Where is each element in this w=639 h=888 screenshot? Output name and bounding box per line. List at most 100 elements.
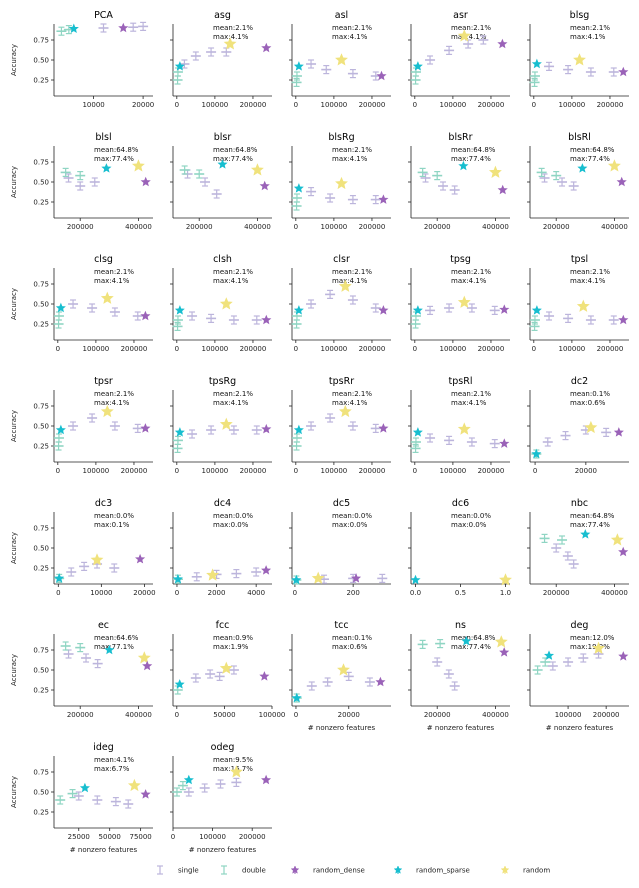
single-point	[228, 665, 239, 675]
single-point	[110, 796, 121, 807]
single-point	[187, 311, 198, 321]
subplot-tpsg: tpsg 0 100000 200000 mean:2.1%max:4.1%	[408, 254, 510, 353]
x-tick-label: 400000	[482, 223, 509, 231]
x-tick-label: 200000	[597, 101, 624, 109]
subplot-title: asg	[214, 10, 231, 21]
x-tick-label: 0	[294, 467, 298, 475]
random-dense-point	[499, 438, 510, 448]
x-tick-label: 100000	[83, 467, 110, 475]
double-point	[172, 443, 183, 453]
stat-annotation: max:77.4%	[451, 643, 491, 651]
subplot-title: tpsRg	[209, 376, 236, 387]
subplot-asr: asr 0 100000 200000 mean:2.1%max:4.1%	[408, 10, 510, 109]
x-tick-label: 200000	[593, 711, 620, 719]
subplot-title: PCA	[94, 10, 113, 21]
double-point	[291, 193, 302, 203]
subplot-title: tpsr	[94, 376, 113, 387]
stat-annotation: mean:0.1%	[332, 634, 372, 642]
single-point	[325, 289, 336, 299]
double-point	[172, 75, 183, 85]
single-point	[560, 431, 571, 441]
single-point	[343, 671, 354, 682]
single-point	[138, 21, 149, 31]
single-point	[551, 543, 562, 553]
single-point	[443, 669, 454, 679]
x-tick-label: 2000	[208, 589, 226, 597]
random-sparse-point	[174, 679, 185, 689]
subplot-blsRg: blsRg 0 100000 200000 mean:2.1%max:4.1%	[289, 132, 391, 231]
single-point	[585, 67, 596, 77]
x-tick-label: 100000	[83, 345, 110, 353]
single-point	[200, 177, 211, 187]
stat-annotation: mean:2.1%	[332, 146, 372, 154]
random-point	[584, 420, 598, 434]
x-tick-label: 100000	[555, 711, 582, 719]
single-point	[231, 568, 242, 579]
single-point	[425, 55, 436, 65]
double-point	[417, 639, 428, 650]
subplot-title: blsg	[570, 10, 590, 21]
stat-annotation: mean:2.1%	[332, 24, 372, 32]
double-point	[55, 795, 66, 805]
random-point	[338, 279, 352, 292]
single-point	[81, 653, 92, 663]
x-tick-label: 0	[413, 101, 417, 109]
single-point	[109, 307, 120, 317]
subplot-title: dc6	[452, 498, 469, 509]
y-axis-label: Accuracy	[10, 288, 18, 320]
random-point	[457, 295, 471, 308]
single-point	[68, 421, 79, 431]
x-tick-label: 200000	[121, 345, 148, 353]
y-tick-label: 0.75	[33, 403, 49, 411]
random-dense-point	[142, 660, 153, 671]
legend-item-double: double	[221, 865, 266, 875]
subplot-title: ns	[455, 620, 466, 631]
stat-annotation: mean:2.1%	[332, 390, 372, 398]
subplot-tpsRr: tpsRr 0 100000 200000 mean:2.1%max:4.1%	[289, 376, 391, 475]
x-tick-label: 200000	[424, 223, 451, 231]
double-point	[435, 638, 446, 649]
y-tick-label: 0.75	[33, 647, 49, 655]
x-tick-label: 25000	[68, 833, 90, 841]
x-tick-label: 200000	[359, 467, 386, 475]
double-point	[410, 75, 421, 85]
single-point	[321, 64, 332, 75]
legend-label: double	[242, 867, 266, 875]
subplot-deg: deg 100000 200000 # nonzero features mean:12…	[527, 620, 629, 732]
single-point	[228, 315, 239, 325]
stat-annotation: max:4.1%	[94, 277, 130, 285]
stat-annotation: max:4.1%	[213, 399, 249, 407]
single-point	[370, 303, 381, 313]
stat-annotation: max:4.1%	[451, 33, 487, 41]
stat-annotation: max:0.0%	[451, 521, 487, 529]
single-point	[364, 677, 375, 687]
random-sparse-point	[291, 692, 302, 703]
random-sparse-point	[293, 424, 304, 435]
random-point	[311, 571, 325, 584]
double-point	[53, 433, 64, 443]
y-axis-label: Accuracy	[10, 410, 18, 442]
double-point	[56, 26, 67, 36]
random-dense-point	[497, 184, 508, 195]
x-axis-label: # nonzero features	[70, 846, 138, 854]
double-point	[539, 533, 550, 544]
single-point	[438, 181, 449, 191]
subplot-title: blsRl	[568, 132, 591, 143]
subplot-title: clsh	[213, 254, 232, 265]
single-point	[179, 59, 190, 69]
subplot-clsh: clsh 0 100000 200000 mean:2.1%max:4.1%	[170, 254, 272, 353]
single-point	[211, 189, 222, 199]
random-sparse-point	[412, 61, 423, 71]
x-tick-label: 75000	[129, 833, 151, 841]
random-point	[127, 778, 141, 792]
double-point	[529, 321, 540, 331]
double-point	[172, 435, 183, 445]
subplot-title: dc2	[571, 376, 588, 387]
legend: single double random_dense random_sparse ran…	[157, 865, 550, 875]
y-axis-label: Accuracy	[10, 166, 18, 198]
subplot-dc5: dc5 0 200 mean:0.0%max:0.0%	[289, 498, 391, 597]
subplot-title: dc4	[214, 498, 231, 509]
y-tick-label: 0.75	[33, 37, 49, 45]
x-axis-label: # nonzero features	[427, 724, 495, 732]
random-dense-point	[261, 774, 272, 785]
